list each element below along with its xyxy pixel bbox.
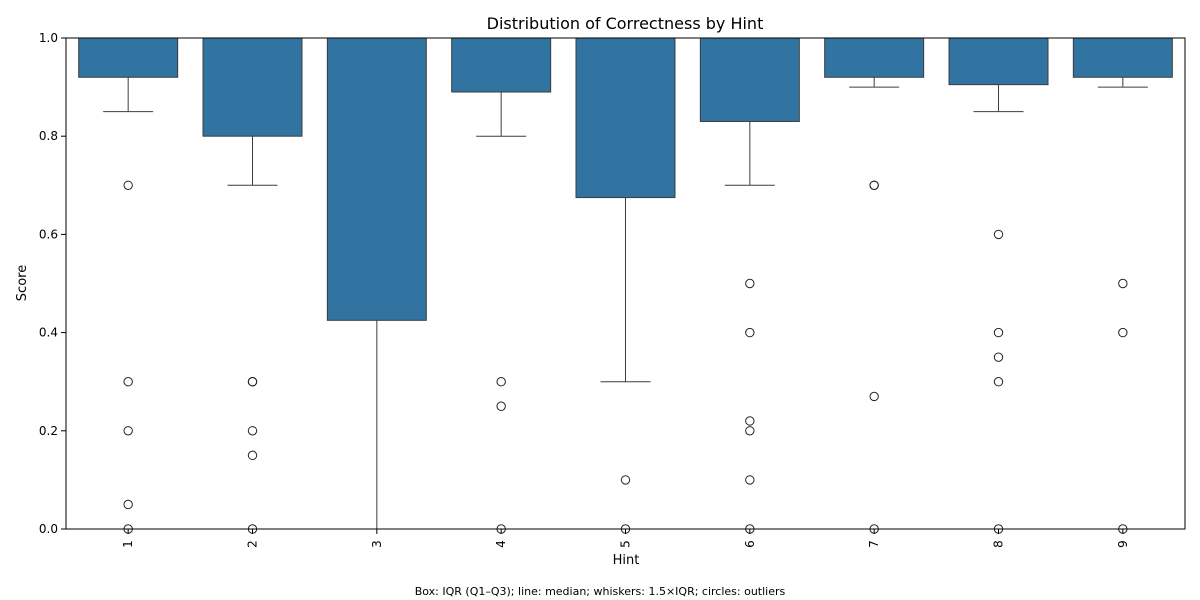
- outlier-point: [496, 377, 506, 387]
- y-tick-label: 0.0: [39, 522, 58, 536]
- outlier-point: [745, 327, 755, 338]
- outlier-point: [247, 377, 258, 387]
- x-tick-label: 4: [494, 540, 508, 548]
- chart-title: Distribution of Correctness by Hint: [487, 14, 764, 33]
- x-tick-label: 1: [121, 540, 135, 548]
- y-tick-label: 1.0: [39, 31, 58, 45]
- outlier-point: [869, 391, 879, 402]
- box: [699, 37, 800, 122]
- outlier-point: [496, 401, 506, 411]
- y-axis-label: Score: [15, 265, 30, 301]
- x-tick-label: 5: [619, 540, 633, 548]
- x-tick-label: 6: [743, 540, 757, 548]
- x-tick-label: 7: [867, 540, 881, 548]
- outlier-point: [993, 229, 1004, 240]
- outlier-point: [123, 377, 133, 387]
- box: [78, 37, 179, 78]
- outlier-point: [745, 426, 755, 436]
- outlier-point: [620, 475, 631, 485]
- x-tick-label: 9: [1116, 540, 1130, 548]
- y-tick-label: 0.8: [39, 129, 58, 143]
- outlier-point: [247, 450, 258, 461]
- outlier-point: [745, 416, 755, 426]
- outlier-point: [993, 352, 1004, 362]
- outlier-point: [123, 426, 133, 436]
- plot-area: 0.0 0.2 0.4 0.6 0.8 1.0 1 2 3 4 5 6 7 8 9: [39, 31, 1186, 548]
- y-tick-label: 0.6: [39, 227, 58, 241]
- y-tick-label: 0.4: [39, 326, 58, 340]
- outlier-point: [869, 180, 879, 191]
- x-tick-label: 2: [246, 540, 260, 548]
- x-axis-label: Hint: [613, 553, 640, 568]
- x-tick-label: 3: [370, 540, 384, 548]
- outlier-point: [123, 499, 133, 510]
- box: [326, 37, 427, 321]
- outlier-point: [745, 278, 755, 289]
- plot-frame: [65, 37, 1186, 530]
- outlier-point: [1118, 327, 1128, 338]
- box: [575, 37, 676, 199]
- box: [202, 37, 303, 137]
- outlier-point: [993, 377, 1004, 387]
- outlier-point: [123, 180, 133, 191]
- outlier-point: [247, 426, 258, 436]
- outlier-point: [1118, 278, 1128, 289]
- x-tick-label: 8: [992, 540, 1006, 548]
- y-tick-label: 0.2: [39, 424, 58, 438]
- box: [948, 37, 1049, 86]
- box: [1072, 37, 1173, 78]
- box: [824, 37, 925, 78]
- outlier-point: [745, 475, 755, 485]
- chart-caption: Box: IQR (Q1–Q3); line: median; whiskers…: [415, 585, 786, 598]
- outlier-point: [993, 327, 1004, 338]
- box: [451, 37, 552, 93]
